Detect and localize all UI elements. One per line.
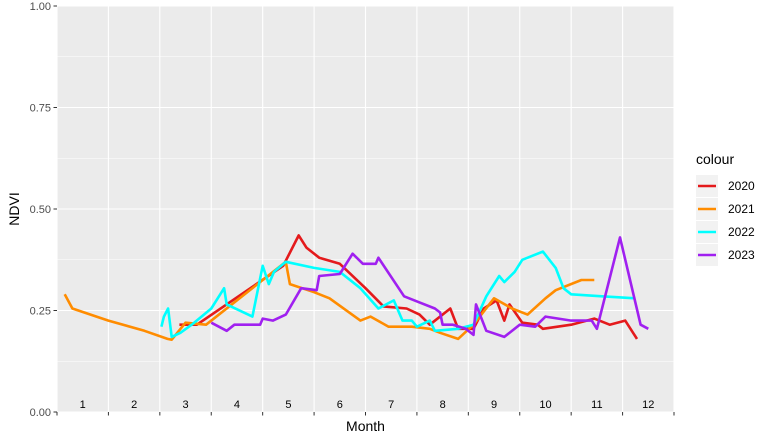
legend-label-2023: 2023 <box>728 248 755 262</box>
month-label: 1 <box>80 399 86 411</box>
series-line-2021 <box>63 260 595 341</box>
month-label: 11 <box>591 399 602 411</box>
month-labels: 1 2 3 4 5 6 7 8 9 10 11 12 <box>80 399 655 411</box>
series-lines <box>63 234 649 341</box>
series-line-2022 <box>160 250 636 339</box>
y-tick-label: 0.50 <box>30 204 51 216</box>
month-label: 7 <box>388 399 394 411</box>
y-tick-label: 1.00 <box>30 1 51 13</box>
month-label: 3 <box>182 399 188 411</box>
month-label: 5 <box>285 399 291 411</box>
legend-label-2020: 2020 <box>728 179 755 193</box>
month-label: 9 <box>491 399 497 411</box>
month-label: 12 <box>642 399 654 411</box>
legend-title: colour <box>696 151 734 167</box>
series-line-2023 <box>210 236 649 339</box>
legend-label-2021: 2021 <box>728 202 755 216</box>
y-axis-title: NDVI <box>6 192 22 225</box>
month-label: 6 <box>337 399 343 411</box>
y-tick-label: 0.00 <box>30 407 51 419</box>
legend: colour 2020 2021 2022 2023 <box>696 151 755 266</box>
legend-label-2022: 2022 <box>728 225 755 239</box>
month-label: 8 <box>440 399 446 411</box>
month-label: 4 <box>234 399 240 411</box>
y-tick-label: 0.25 <box>30 306 51 318</box>
month-label: 2 <box>131 399 137 411</box>
month-label: 10 <box>539 399 551 411</box>
y-tick-label: 0.75 <box>30 103 51 115</box>
x-axis <box>56 412 675 416</box>
y-axis: 0.00 0.25 0.50 0.75 1.00 <box>30 1 57 419</box>
x-axis-title: Month <box>346 418 385 434</box>
